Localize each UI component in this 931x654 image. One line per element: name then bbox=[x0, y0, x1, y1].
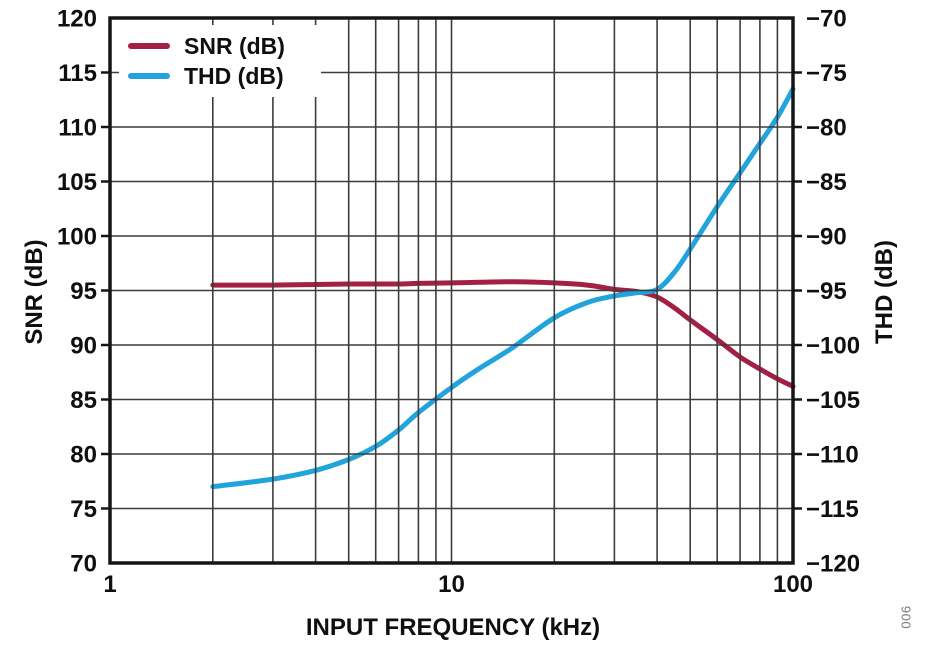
x-tick-label-100: 100 bbox=[773, 571, 813, 598]
x-axis-title: INPUT FREQUENCY (kHz) bbox=[305, 614, 601, 641]
chart-legend: SNR (dB) THD (dB) bbox=[119, 25, 321, 97]
right-axis-title: THD (dB) bbox=[871, 240, 898, 344]
legend-label-thd: THD (dB) bbox=[184, 62, 284, 89]
y-tick-label-right--115: −115 bbox=[806, 496, 859, 523]
legend-label-snr: SNR (dB) bbox=[184, 32, 285, 59]
y-tick-label-right--85: −85 bbox=[806, 169, 847, 196]
y-tick-label-right--75: −75 bbox=[806, 60, 847, 87]
y-tick-label-right--80: −80 bbox=[806, 115, 847, 142]
y-tick-label-right--110: −110 bbox=[806, 442, 859, 469]
y-tick-label-right--70: −70 bbox=[806, 6, 847, 33]
y-tick-label-left-70: 70 bbox=[70, 551, 97, 578]
y-tick-label-right--90: −90 bbox=[806, 224, 847, 251]
y-tick-label-left-75: 75 bbox=[70, 496, 97, 523]
y-tick-label-left-100: 100 bbox=[57, 224, 97, 251]
legend-line-swatch-thd bbox=[128, 73, 170, 79]
y-tick-label-right--105: −105 bbox=[806, 387, 860, 414]
y-tick-label-right--95: −95 bbox=[806, 278, 847, 305]
y-tick-label-right--100: −100 bbox=[806, 333, 860, 360]
y-tick-label-right--120: −120 bbox=[806, 551, 860, 578]
legend-item-snr: SNR (dB) bbox=[128, 32, 321, 59]
figure-number: 006 bbox=[898, 605, 914, 629]
x-tick-label-1: 1 bbox=[103, 571, 116, 598]
left-axis-title: SNR (dB) bbox=[21, 239, 48, 345]
y-tick-label-left-95: 95 bbox=[70, 278, 97, 305]
y-tick-label-left-105: 105 bbox=[57, 169, 97, 196]
legend-line-swatch-snr bbox=[128, 43, 170, 49]
y-tick-label-left-115: 115 bbox=[58, 60, 97, 87]
y-tick-label-left-90: 90 bbox=[70, 333, 97, 360]
y-tick-label-left-110: 110 bbox=[58, 115, 97, 142]
x-tick-label-10: 10 bbox=[438, 571, 465, 598]
y-tick-label-left-80: 80 bbox=[70, 442, 97, 469]
curve-thd bbox=[210, 86, 796, 490]
y-tick-label-left-120: 120 bbox=[57, 6, 97, 33]
legend-item-thd: THD (dB) bbox=[128, 62, 321, 89]
y-tick-label-left-85: 85 bbox=[70, 387, 97, 414]
curve-snr bbox=[210, 279, 796, 389]
